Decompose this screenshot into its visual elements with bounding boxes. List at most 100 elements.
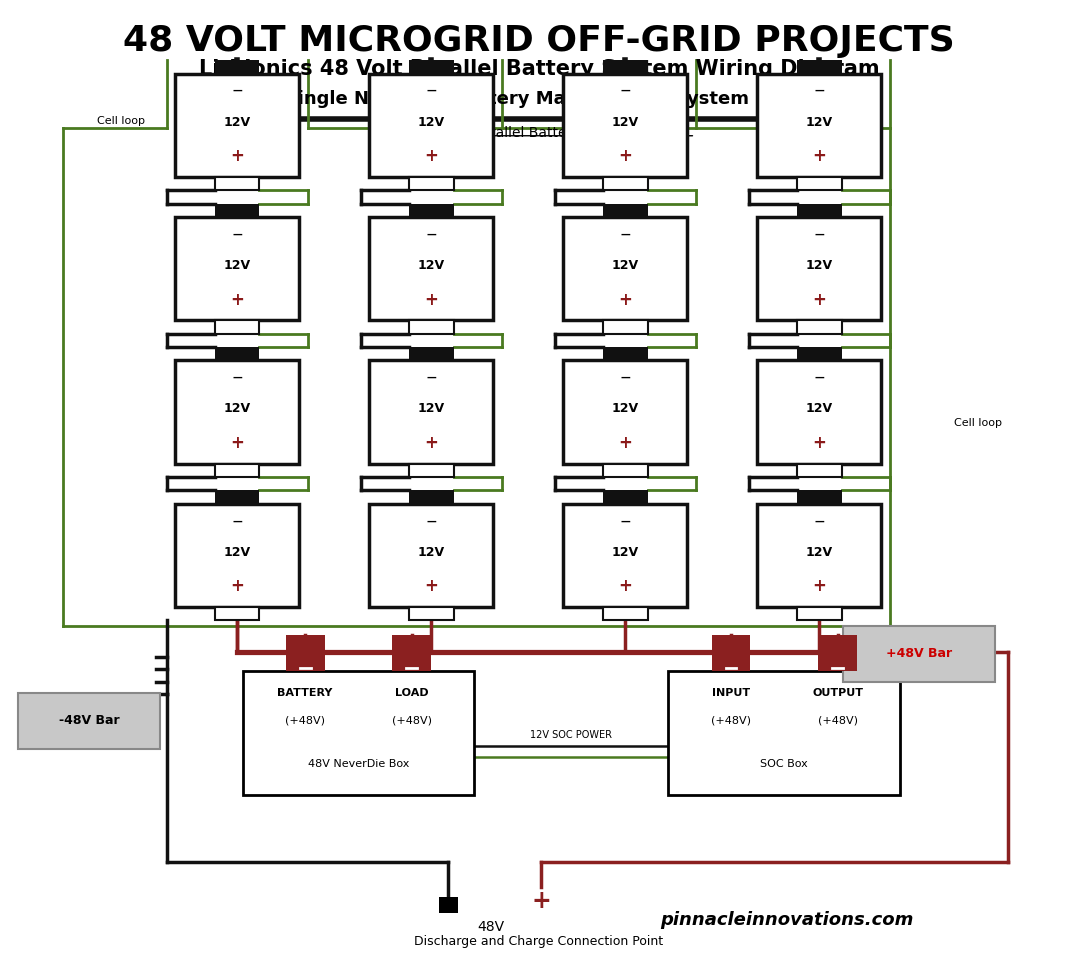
Text: —: — xyxy=(814,516,825,527)
Text: —: — xyxy=(814,229,825,240)
Text: —: — xyxy=(426,86,437,97)
Text: 12V: 12V xyxy=(417,402,445,416)
Text: +: + xyxy=(231,577,244,596)
Text: —: — xyxy=(814,86,825,97)
Bar xyxy=(603,607,648,620)
Text: —: — xyxy=(620,86,631,97)
Text: (+48V): (+48V) xyxy=(710,716,751,726)
Text: BATTERY: BATTERY xyxy=(277,688,333,699)
Bar xyxy=(409,320,454,334)
Text: —: — xyxy=(232,373,243,383)
Bar xyxy=(757,360,882,464)
Text: 12V: 12V xyxy=(611,116,639,129)
Text: —: — xyxy=(620,373,631,383)
Text: -48V Bar: -48V Bar xyxy=(58,714,120,728)
Text: —: — xyxy=(232,86,243,97)
Bar xyxy=(818,635,857,671)
Bar xyxy=(175,504,300,607)
Text: 48V Parallel Battery System: 48V Parallel Battery System xyxy=(442,126,636,141)
Text: +: + xyxy=(813,291,826,309)
Text: - Single NeverDie Battery Management System Box -: - Single NeverDie Battery Management Sys… xyxy=(272,90,806,108)
Bar xyxy=(797,177,842,190)
Text: 12V: 12V xyxy=(223,259,251,272)
Bar xyxy=(603,320,648,334)
Text: —: — xyxy=(620,516,631,527)
Bar xyxy=(215,490,260,504)
Text: INPUT: INPUT xyxy=(711,688,750,699)
Bar xyxy=(797,347,842,360)
Bar xyxy=(409,607,454,620)
Bar xyxy=(603,347,648,360)
Text: 12V: 12V xyxy=(611,259,639,272)
Bar xyxy=(409,60,454,74)
Text: —: — xyxy=(426,516,437,527)
Text: —: — xyxy=(814,373,825,383)
Text: LOAD: LOAD xyxy=(395,688,429,699)
Bar xyxy=(563,217,688,320)
Bar xyxy=(369,74,494,177)
Text: —: — xyxy=(232,516,243,527)
Bar xyxy=(215,347,260,360)
Text: 12V: 12V xyxy=(223,116,251,129)
Text: (+48V): (+48V) xyxy=(817,716,858,726)
Text: +: + xyxy=(813,434,826,452)
Bar xyxy=(603,490,648,504)
Bar xyxy=(563,504,688,607)
Text: —: — xyxy=(426,229,437,240)
Text: —: — xyxy=(426,373,437,383)
Text: 12V: 12V xyxy=(805,116,833,129)
Bar xyxy=(369,360,494,464)
Text: 12V: 12V xyxy=(611,402,639,416)
Text: +: + xyxy=(231,434,244,452)
Bar xyxy=(797,464,842,477)
Bar xyxy=(215,320,260,334)
Text: 12V: 12V xyxy=(611,546,639,559)
Bar xyxy=(175,217,300,320)
Bar xyxy=(409,347,454,360)
Text: +: + xyxy=(425,434,438,452)
Bar xyxy=(797,60,842,74)
Text: +: + xyxy=(619,434,632,452)
Text: 12V: 12V xyxy=(417,116,445,129)
Bar xyxy=(797,490,842,504)
Text: 12V: 12V xyxy=(223,546,251,559)
Bar xyxy=(409,464,454,477)
Bar xyxy=(369,504,494,607)
Bar xyxy=(392,635,431,671)
Bar xyxy=(711,635,750,671)
Text: SOC Box: SOC Box xyxy=(760,759,808,770)
Bar xyxy=(603,204,648,217)
Text: Cell loop: Cell loop xyxy=(97,117,146,126)
Bar xyxy=(563,360,688,464)
Bar xyxy=(409,177,454,190)
Text: 48 VOLT MICROGRID OFF-GRID PROJECTS: 48 VOLT MICROGRID OFF-GRID PROJECTS xyxy=(123,24,955,58)
Text: 12V SOC POWER: 12V SOC POWER xyxy=(530,730,612,740)
Bar xyxy=(243,671,474,795)
Text: +: + xyxy=(619,147,632,165)
Text: 12V: 12V xyxy=(805,259,833,272)
Text: pinnacleinnovations.com: pinnacleinnovations.com xyxy=(660,911,914,928)
Text: +: + xyxy=(813,577,826,596)
FancyBboxPatch shape xyxy=(18,693,160,749)
Bar xyxy=(409,490,454,504)
Bar xyxy=(797,607,842,620)
Text: +: + xyxy=(425,577,438,596)
Bar xyxy=(440,897,457,914)
Bar xyxy=(797,320,842,334)
Text: +: + xyxy=(231,291,244,309)
Bar xyxy=(757,504,882,607)
Bar xyxy=(215,204,260,217)
Text: (+48V): (+48V) xyxy=(391,716,432,726)
Text: 12V: 12V xyxy=(805,546,833,559)
Bar xyxy=(797,204,842,217)
Text: 12V: 12V xyxy=(417,259,445,272)
Text: +: + xyxy=(425,147,438,165)
Text: —: — xyxy=(620,229,631,240)
Text: Lithionics 48 Volt Parallel Battery System Wiring Diagram: Lithionics 48 Volt Parallel Battery Syst… xyxy=(198,59,880,79)
Text: +: + xyxy=(531,888,551,913)
Bar xyxy=(603,464,648,477)
Text: +: + xyxy=(231,147,244,165)
Bar xyxy=(215,464,260,477)
Bar xyxy=(215,177,260,190)
Text: 12V: 12V xyxy=(805,402,833,416)
